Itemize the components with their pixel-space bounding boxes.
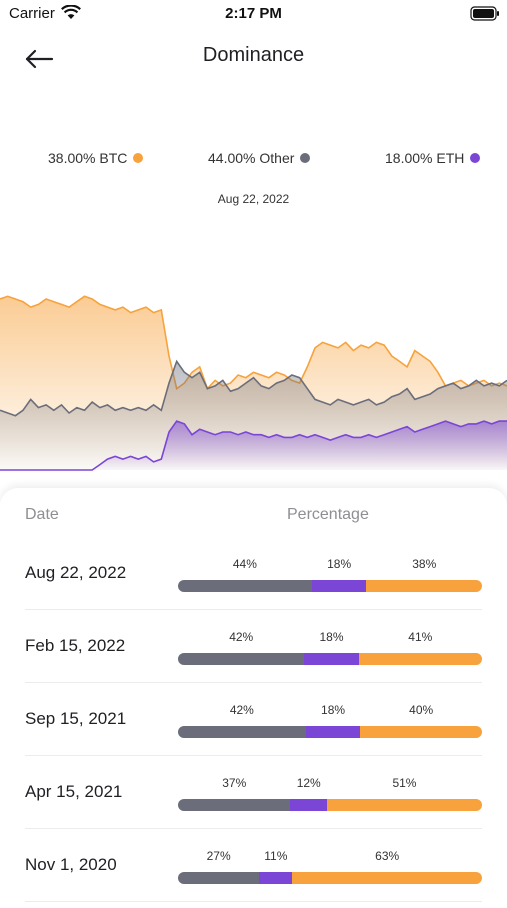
percent-label-other: 44% xyxy=(232,557,257,571)
bar-segment-btc xyxy=(292,872,482,884)
selected-date: Aug 22, 2022 xyxy=(217,192,290,206)
table-row[interactable]: Apr 15, 2021 37% 12% 51% xyxy=(0,756,507,829)
dominance-bar xyxy=(178,580,482,592)
table-row[interactable]: Nov 1, 2020 27% 11% 63% xyxy=(0,829,507,902)
row-divider xyxy=(25,682,482,683)
dominance-bar xyxy=(178,726,482,738)
bar-segment-eth xyxy=(290,799,327,811)
legend-item-other: 44.00% Other xyxy=(208,150,311,166)
percent-label-eth: 12% xyxy=(296,776,321,790)
row-divider xyxy=(25,828,482,829)
percent-label-btc: 38% xyxy=(412,557,437,571)
date-column-header: Date xyxy=(25,506,59,523)
bar-segment-eth xyxy=(304,653,359,665)
dominance-bar xyxy=(178,653,482,665)
percent-label-eth: 18% xyxy=(321,703,346,717)
percent-label-btc: 51% xyxy=(392,776,417,790)
percent-label-eth: 18% xyxy=(327,557,352,571)
legend-item-eth: 18.00% ETH xyxy=(385,150,481,166)
carrier-label: Carrier xyxy=(9,5,55,22)
percent-label-btc: 41% xyxy=(408,630,433,644)
dominance-bar xyxy=(178,872,482,884)
series-line-eth xyxy=(0,420,507,471)
status-bar: Carrier 2:17 PM xyxy=(0,0,507,30)
bar-segment-other xyxy=(178,726,306,738)
clock: 2:17 PM xyxy=(225,5,282,22)
chart-legend: 38.00% BTC 44.00% Other 18.00% ETH xyxy=(0,150,507,170)
row-divider xyxy=(25,755,482,756)
percent-label-btc: 63% xyxy=(375,849,400,863)
row-date: Feb 15, 2022 xyxy=(25,636,126,655)
legend-label-btc: 38.00% BTC xyxy=(48,150,128,166)
bar-segment-eth xyxy=(305,726,361,738)
row-date: Sep 15, 2021 xyxy=(25,709,127,728)
percent-label-other: 37% xyxy=(222,776,247,790)
legend-label-other: 44.00% Other xyxy=(208,150,295,166)
dominance-chart[interactable] xyxy=(0,220,507,490)
series-line-other xyxy=(0,359,507,417)
legend-item-btc: 38.00% BTC xyxy=(48,150,144,166)
bar-segment-eth xyxy=(311,580,367,592)
table-row[interactable]: Aug 22, 2022 44% 18% 38% xyxy=(0,537,507,610)
table-row[interactable]: Sep 15, 2021 42% 18% 40% xyxy=(0,683,507,756)
page-title: Dominance xyxy=(202,44,305,66)
legend-swatch-other xyxy=(300,153,311,163)
battery-icon xyxy=(470,6,500,27)
bar-segment-btc xyxy=(358,653,482,665)
bar-segment-btc xyxy=(360,726,482,738)
dominance-bar xyxy=(178,799,482,811)
percent-label-other: 27% xyxy=(206,849,231,863)
row-date: Apr 15, 2021 xyxy=(25,782,123,801)
percent-label-other: 42% xyxy=(229,630,254,644)
row-date: Aug 22, 2022 xyxy=(25,563,127,582)
bar-segment-btc xyxy=(366,580,482,592)
legend-label-eth: 18.00% ETH xyxy=(385,150,465,166)
percent-label-other: 42% xyxy=(229,703,254,717)
arrow-left-icon xyxy=(25,49,54,69)
bar-segment-btc xyxy=(326,799,482,811)
bar-segment-other xyxy=(178,653,305,665)
bar-segment-eth xyxy=(259,872,293,884)
legend-swatch-btc xyxy=(133,153,144,163)
percent-label-eth: 18% xyxy=(319,630,344,644)
back-button[interactable] xyxy=(22,40,60,72)
row-divider xyxy=(25,901,482,902)
row-divider xyxy=(25,609,482,610)
series-line-btc xyxy=(0,295,507,391)
percentage-column-header: Percentage xyxy=(287,506,369,523)
nav-bar: Dominance xyxy=(0,36,507,76)
table-row[interactable]: Feb 15, 2022 42% 18% 41% xyxy=(0,610,507,683)
row-date: Nov 1, 2020 xyxy=(25,855,117,874)
dominance-table: Date Percentage Aug 22, 2022 44% 18% 38% Feb… xyxy=(0,488,507,908)
bar-segment-other xyxy=(178,580,312,592)
percent-label-eth: 11% xyxy=(264,849,288,863)
legend-swatch-eth xyxy=(470,153,481,163)
wifi-icon xyxy=(61,4,81,25)
bar-segment-other xyxy=(178,799,291,811)
bar-segment-other xyxy=(178,872,260,884)
percent-label-btc: 40% xyxy=(409,703,434,717)
